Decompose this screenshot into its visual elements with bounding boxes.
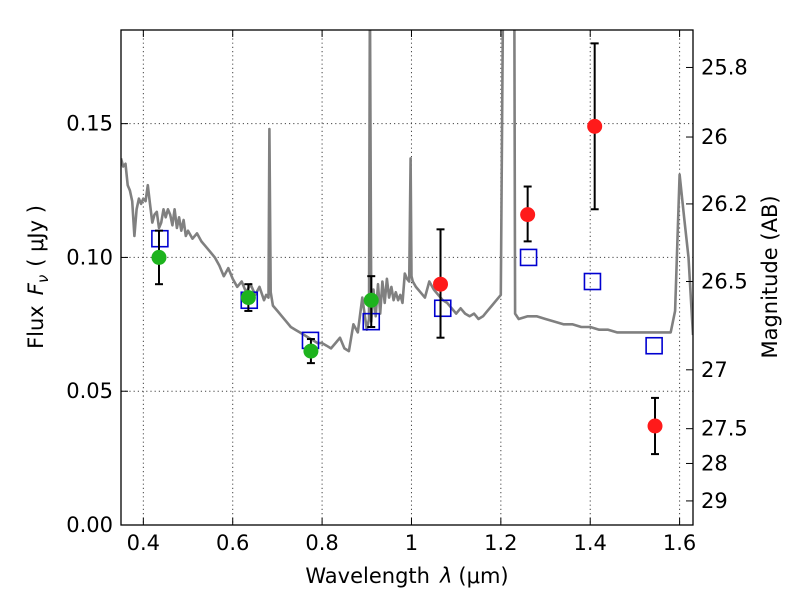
y2-tick-label: 29 xyxy=(701,489,728,513)
x-tick-label: 0.8 xyxy=(305,531,338,555)
y2-axis-label: Magnitude (AB) xyxy=(758,195,782,358)
y2-tick-label: 26.5 xyxy=(701,270,748,294)
red-data-point xyxy=(520,207,536,223)
green-data-point xyxy=(363,292,379,308)
plot-area xyxy=(121,30,693,456)
red-data-point xyxy=(647,418,663,434)
y2-tick-label: 27 xyxy=(701,358,728,382)
model-square-point xyxy=(433,299,452,318)
y2-tick-label: 28 xyxy=(701,451,728,475)
green-data-point xyxy=(240,290,256,306)
x-tick-label: 1 xyxy=(405,531,418,555)
x-tick-label: 1.4 xyxy=(574,531,607,555)
x-tick-label: 0.4 xyxy=(127,531,160,555)
plot-frame xyxy=(120,29,694,526)
x-axis-label: Wavelength λ (μm) xyxy=(305,564,508,588)
y2-tick-label: 26.2 xyxy=(701,192,748,216)
y2-tick-label: 26 xyxy=(701,125,728,149)
red-data-point xyxy=(587,118,603,134)
y-axis-label: FluxFν( μJy ) xyxy=(24,205,52,349)
x-tick-label: 1.6 xyxy=(663,531,696,555)
y-tick-label: 0.05 xyxy=(66,379,113,403)
green-data-point xyxy=(151,249,167,265)
green-data-point xyxy=(303,343,319,359)
model-square-point xyxy=(583,272,602,291)
y-tick-label: 0.00 xyxy=(66,513,113,537)
y2-tick-label: 25.8 xyxy=(701,55,748,79)
y-tick-label: 0.15 xyxy=(66,112,113,136)
grid-lines xyxy=(121,30,693,525)
y-axis: 0.00 0.05 0.10 0.15 xyxy=(66,112,128,537)
y2-axis: 25.8 26 26.2 26.5 27 27.5 28 29 xyxy=(686,55,748,513)
x-tick-label: 0.6 xyxy=(216,531,249,555)
y2-tick-label: 27.5 xyxy=(701,417,748,441)
model-square-point xyxy=(645,336,663,355)
model-spectrum-line xyxy=(121,30,693,353)
x-tick-label: 1.2 xyxy=(484,531,517,555)
x-axis: 0.4 0.6 0.8 1 1.2 1.4 1.6 xyxy=(127,30,696,555)
red-data-point xyxy=(433,276,449,292)
model-square-point xyxy=(519,248,538,267)
y-tick-label: 0.10 xyxy=(66,245,113,269)
